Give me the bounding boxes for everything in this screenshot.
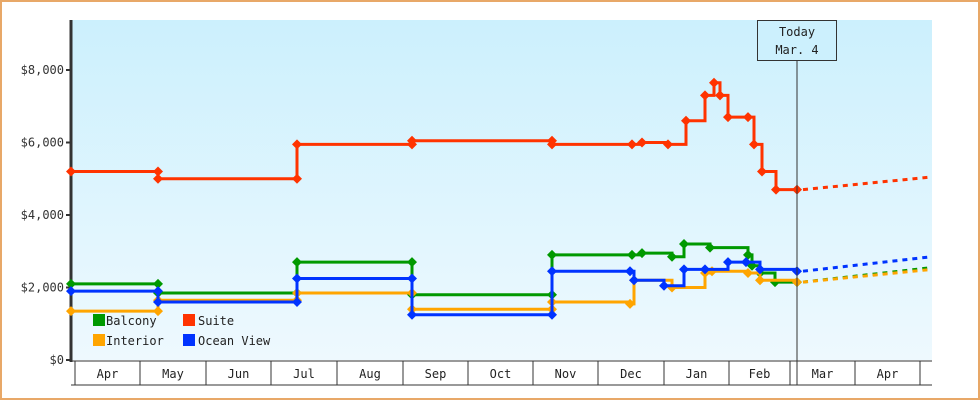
data-point[interactable] (547, 139, 557, 150)
today-label: Today (779, 25, 815, 39)
x-tick-label: Mar (812, 367, 834, 381)
x-tick-label: May (162, 367, 184, 381)
x-tick-label: Apr (877, 367, 899, 381)
y-tick-label: $8,000 (21, 63, 64, 77)
data-point[interactable] (66, 166, 76, 177)
legend: Balcony Suite Interior Ocean View (93, 314, 271, 348)
data-point[interactable] (407, 257, 417, 268)
data-point[interactable] (153, 166, 163, 177)
legend-label-balcony: Balcony (106, 314, 157, 328)
data-point[interactable] (292, 139, 302, 150)
data-point[interactable] (709, 77, 719, 88)
data-point[interactable] (715, 90, 725, 101)
series-balcony (66, 239, 933, 300)
data-point[interactable] (66, 306, 76, 317)
data-point[interactable] (407, 309, 417, 320)
y-tick-label: $0 (50, 353, 64, 367)
data-point[interactable] (627, 249, 637, 260)
legend-swatch-ocean-view (183, 334, 195, 346)
data-point[interactable] (627, 139, 637, 150)
forecast-line (802, 175, 933, 192)
data-point[interactable] (637, 137, 647, 148)
x-tick-label: Feb (749, 367, 771, 381)
legend-item-ocean-view: Ocean View (183, 334, 271, 348)
data-point[interactable] (743, 268, 753, 278)
legend-item-interior: Interior (93, 334, 164, 348)
y-tick-label: $2,000 (21, 281, 64, 295)
data-point[interactable] (743, 249, 753, 260)
data-point[interactable] (292, 273, 302, 284)
legend-swatch-interior (93, 334, 105, 346)
y-tick-label: $6,000 (21, 136, 64, 150)
data-point[interactable] (292, 297, 302, 307)
legend-item-balcony: Balcony (93, 314, 157, 328)
data-point[interactable] (741, 257, 751, 268)
data-point[interactable] (547, 309, 557, 320)
data-point[interactable] (637, 248, 647, 259)
data-point[interactable] (153, 297, 163, 307)
x-tick-label: Apr (97, 367, 119, 381)
data-point[interactable] (755, 264, 765, 275)
data-point[interactable] (757, 166, 767, 177)
today-marker: Today Mar. 4 (757, 20, 837, 385)
data-point[interactable] (663, 139, 673, 150)
data-point[interactable] (667, 251, 677, 262)
data-point[interactable] (755, 275, 765, 286)
x-tick-label: Nov (555, 367, 577, 381)
data-point[interactable] (66, 278, 76, 289)
data-point[interactable] (700, 264, 710, 275)
x-tick-label: Dec (620, 367, 642, 381)
series-ocean-view (66, 255, 933, 320)
today-label-box (757, 20, 837, 61)
data-point[interactable] (153, 173, 163, 184)
legend-item-suite: Suite (183, 314, 234, 328)
data-point[interactable] (723, 112, 733, 123)
data-point[interactable] (407, 273, 417, 284)
data-point[interactable] (153, 286, 163, 297)
data-point[interactable] (292, 257, 302, 268)
y-axis-ticks: $0 $2,000 $4,000 $6,000 $8,000 (21, 63, 71, 367)
data-point[interactable] (629, 275, 639, 286)
data-point[interactable] (723, 257, 733, 268)
data-point[interactable] (292, 173, 302, 184)
data-point[interactable] (407, 135, 417, 146)
data-point[interactable] (743, 112, 753, 123)
data-point[interactable] (681, 115, 691, 126)
legend-label-interior: Interior (106, 334, 164, 348)
data-point[interactable] (625, 298, 635, 309)
forecast-line (802, 255, 933, 273)
today-date: Mar. 4 (775, 43, 818, 57)
legend-label-ocean-view: Ocean View (198, 334, 271, 348)
x-tick-label: Jan (686, 367, 708, 381)
x-axis: Apr May Jun Jul Aug Sep Oct Nov Dec Jan Feb Mar Apr (71, 360, 932, 386)
x-tick-label: Jun (228, 367, 250, 381)
x-tick-label: Aug (359, 367, 381, 381)
series-group (66, 77, 933, 320)
data-point[interactable] (153, 306, 163, 317)
x-tick-label: Jul (293, 367, 315, 381)
data-point[interactable] (679, 264, 689, 275)
series-suite (66, 77, 933, 195)
data-point[interactable] (153, 278, 163, 289)
data-point[interactable] (749, 139, 759, 150)
legend-swatch-suite (183, 314, 195, 326)
data-point[interactable] (679, 239, 689, 249)
data-point[interactable] (66, 286, 76, 297)
data-point[interactable] (700, 90, 710, 101)
forecast-line (802, 267, 933, 284)
legend-swatch-balcony (93, 314, 105, 326)
y-tick-label: $4,000 (21, 208, 64, 222)
x-tick-label: Oct (490, 367, 512, 381)
data-point[interactable] (625, 266, 635, 277)
data-point[interactable] (771, 184, 781, 195)
data-point[interactable] (547, 266, 557, 277)
data-point[interactable] (547, 249, 557, 260)
legend-label-suite: Suite (198, 314, 234, 328)
x-tick-label: Sep (425, 367, 447, 381)
data-point[interactable] (659, 280, 669, 291)
data-point[interactable] (705, 242, 715, 253)
